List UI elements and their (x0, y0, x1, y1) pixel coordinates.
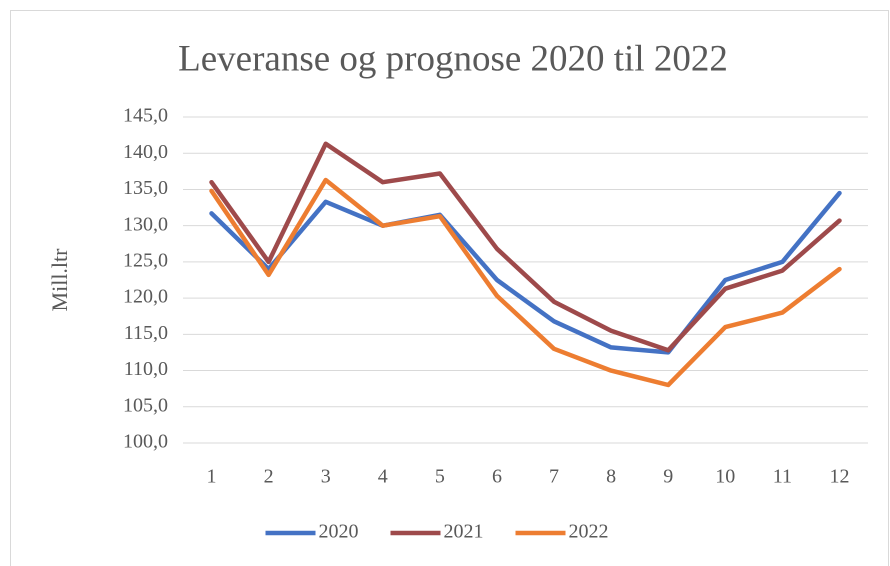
y-tick-label: 120,0 (123, 286, 168, 308)
line-series (209, 190, 842, 355)
legend-label: 2021 (444, 521, 484, 543)
legend-label: 2020 (319, 521, 359, 543)
y-tick-label: 105,0 (123, 394, 168, 416)
x-tick-label: 11 (773, 466, 792, 488)
legend-label: 2022 (569, 521, 609, 543)
x-tick-label: 7 (549, 466, 559, 488)
x-tick-label: 5 (435, 466, 445, 488)
y-axis-label: Mill.ltr (47, 248, 72, 312)
x-tick-label: 9 (663, 466, 673, 488)
chart-border (10, 10, 889, 566)
y-tick-label: 115,0 (124, 322, 168, 344)
x-tick-label: 2 (264, 466, 274, 488)
x-tick-label: 3 (321, 466, 331, 488)
x-tick-label: 6 (492, 466, 502, 488)
y-tick-label: 135,0 (123, 177, 168, 199)
y-tick-label: 130,0 (123, 213, 168, 235)
y-tick-label: 110,0 (124, 358, 168, 380)
y-tick-label: 125,0 (123, 249, 168, 271)
x-tick-label: 10 (715, 466, 735, 488)
x-tick-label: 4 (378, 466, 388, 488)
x-tick-label: 12 (829, 466, 849, 488)
line-series (209, 141, 842, 353)
y-tick-label: 145,0 (123, 105, 168, 127)
chart-title: Leveranse og prognose 2020 til 2022 (178, 38, 728, 79)
x-tick-label: 1 (207, 466, 217, 488)
x-tick-label: 8 (606, 466, 616, 488)
y-tick-label: 100,0 (123, 431, 168, 453)
line-series (209, 177, 842, 388)
y-tick-label: 140,0 (123, 141, 168, 163)
